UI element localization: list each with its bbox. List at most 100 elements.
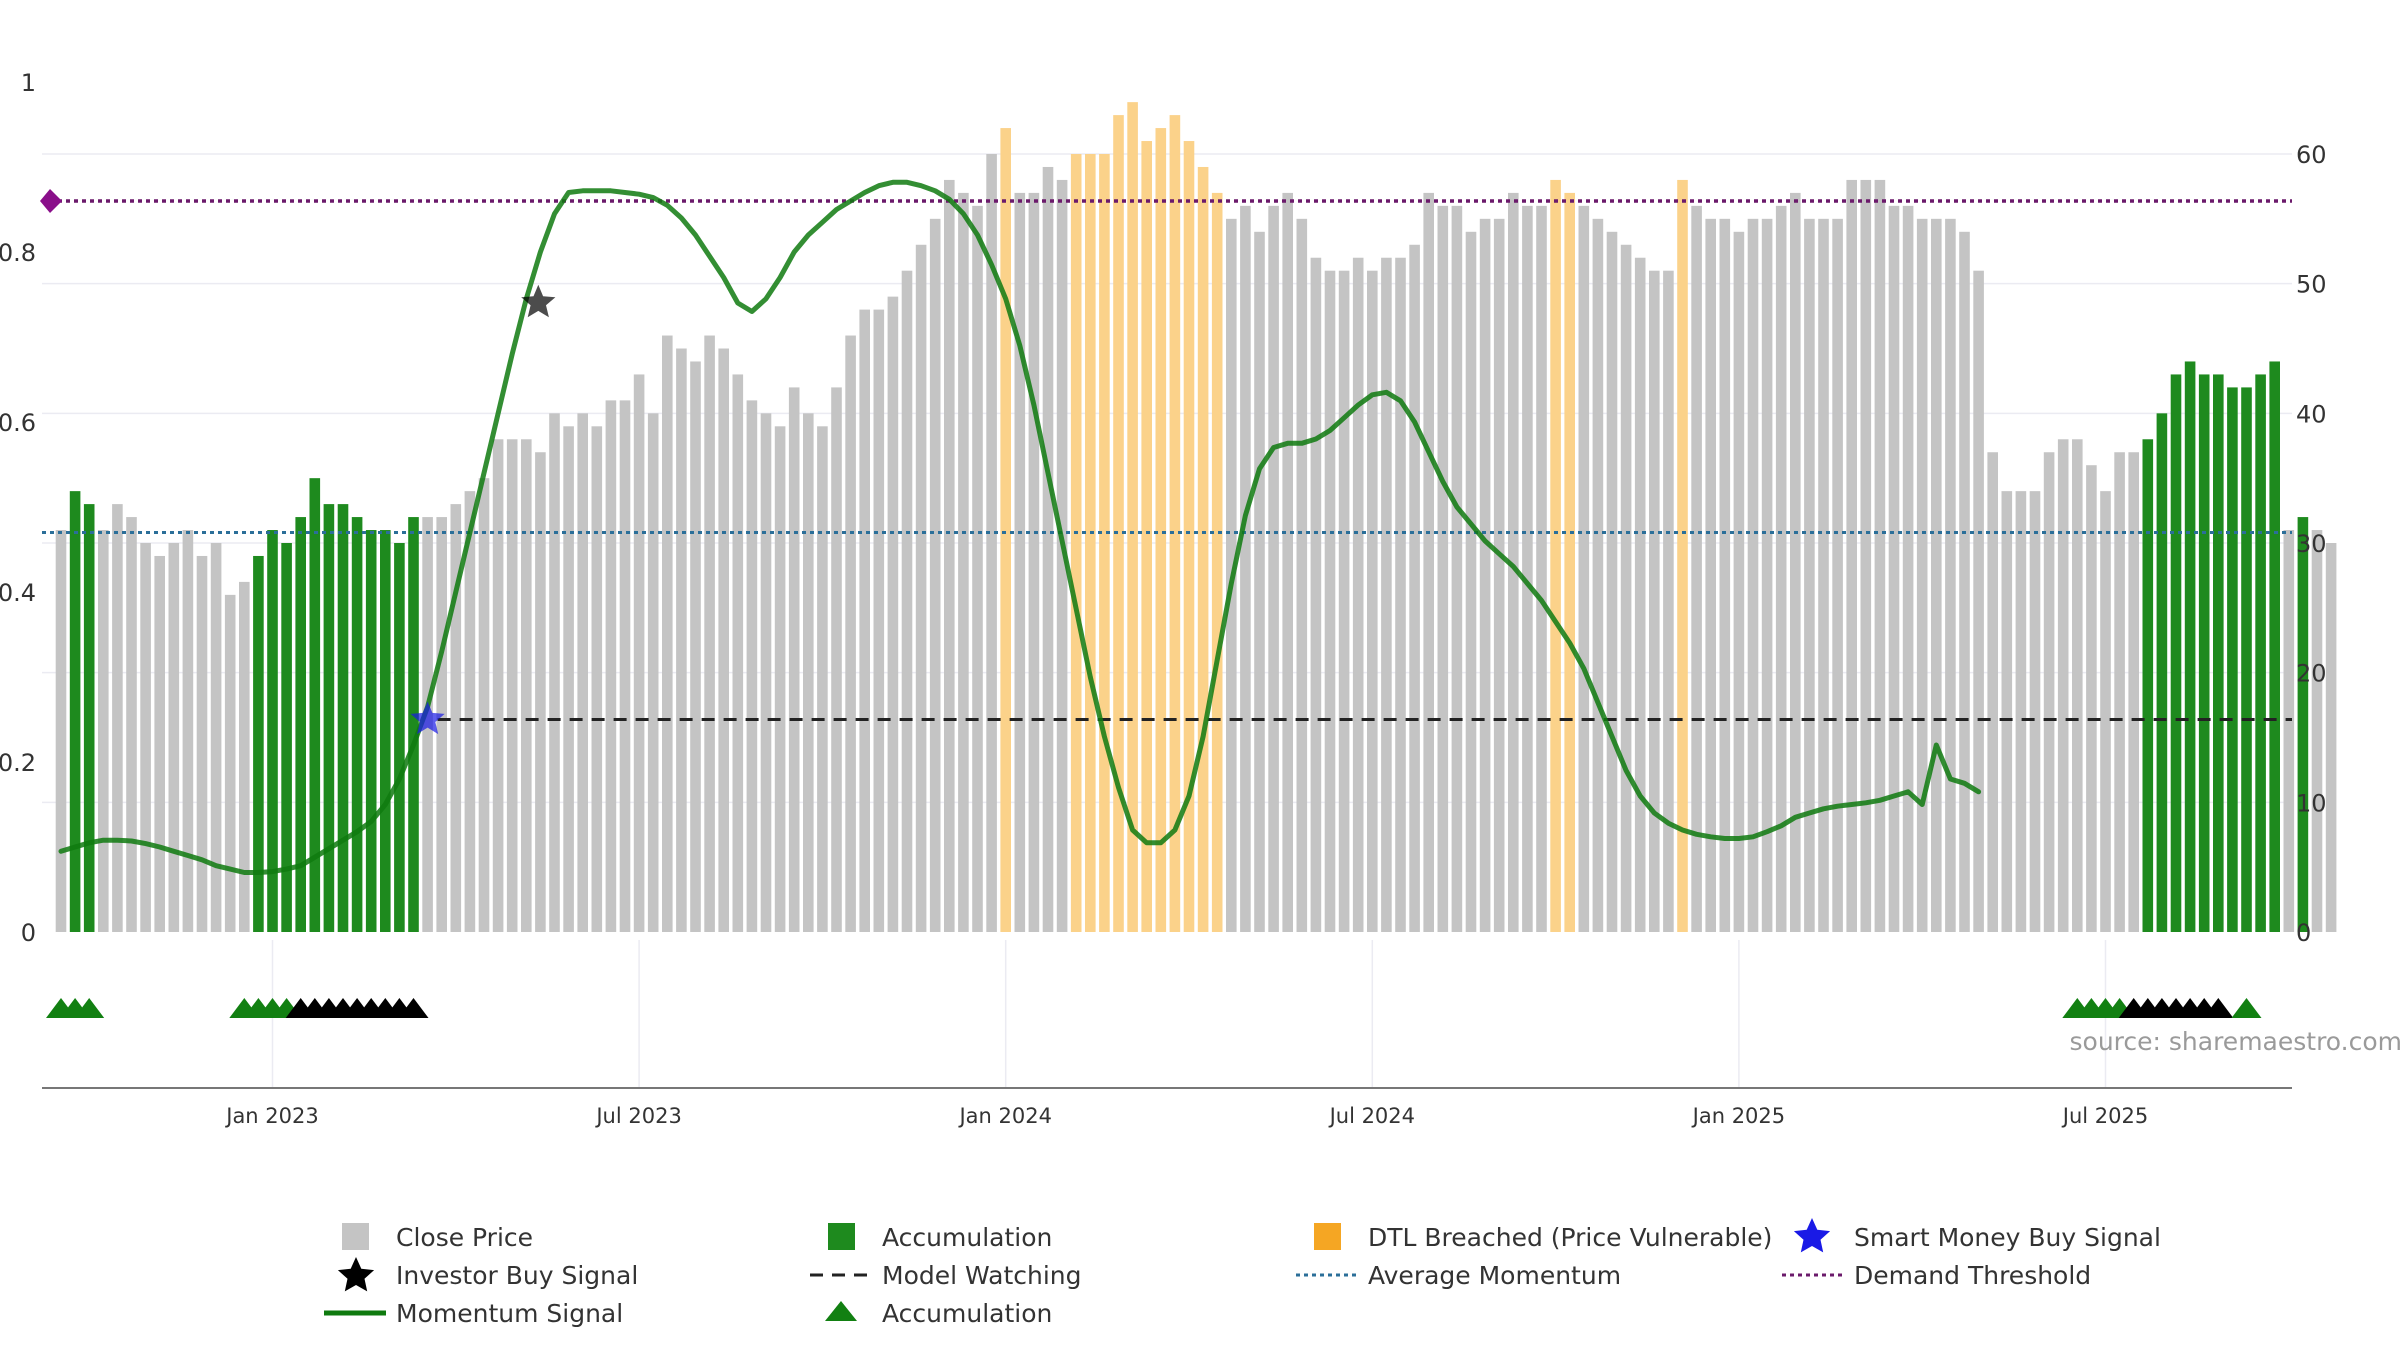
- y-left-tick-label: 0.6: [0, 409, 36, 437]
- price-bar: [1113, 115, 1124, 933]
- legend-model-watching-label: Model Watching: [882, 1261, 1082, 1290]
- price-bar: [1620, 244, 1632, 932]
- price-bar: [1465, 231, 1477, 933]
- price-bar: [817, 426, 828, 932]
- y-right-tick-label: 50: [2296, 271, 2327, 299]
- x-tick-label: Jul 2025: [2061, 1104, 2148, 1128]
- price-bar: [1423, 192, 1434, 932]
- price-bar: [831, 387, 842, 932]
- price-bar: [1000, 128, 1011, 933]
- price-bar: [647, 413, 659, 932]
- price-bar: [1649, 270, 1660, 932]
- accumulation-triangle-icon: [74, 998, 105, 1018]
- price-bar: [2015, 491, 2027, 932]
- legend-dtl-swatch: [1314, 1223, 1341, 1250]
- price-bar: [168, 543, 180, 932]
- price-bar: [2072, 439, 2083, 932]
- price-bar: [1254, 231, 1265, 933]
- price-bar: [718, 348, 729, 932]
- price-bar: [295, 517, 306, 932]
- price-bar: [337, 504, 349, 932]
- price-bar: [1056, 179, 1068, 932]
- price-bar: [1127, 102, 1138, 933]
- legend-close-price-swatch: [342, 1223, 369, 1250]
- price-bar: [1874, 179, 1886, 932]
- price-bar: [1790, 192, 1801, 932]
- close-price-bars: [55, 102, 2337, 933]
- y-right-tick-label: 30: [2296, 530, 2327, 558]
- price-bar: [1818, 218, 1829, 933]
- price-bar: [1536, 205, 1547, 932]
- price-bar: [1352, 257, 1364, 932]
- price-bar: [323, 504, 335, 932]
- price-bar: [1705, 218, 1716, 933]
- price-bar: [224, 594, 236, 932]
- price-bar: [1183, 141, 1195, 933]
- price-bar: [506, 439, 518, 932]
- price-bar: [1211, 192, 1223, 932]
- price-bar: [83, 504, 95, 932]
- y-right-tick-label: 20: [2296, 660, 2327, 688]
- price-bar: [351, 517, 363, 932]
- price-bar: [1804, 218, 1815, 933]
- price-bar: [2325, 543, 2337, 932]
- price-bar: [154, 555, 165, 932]
- price-bar: [1888, 205, 1900, 932]
- price-bar: [1550, 179, 1561, 932]
- price-bar: [126, 517, 137, 932]
- price-bar: [619, 400, 631, 932]
- x-tick-label: Jan 2024: [957, 1104, 1052, 1128]
- price-bar: [1338, 270, 1350, 932]
- price-bar: [1395, 257, 1406, 932]
- legend-accumulation-swatch: [828, 1223, 855, 1250]
- price-bar: [2184, 361, 2196, 932]
- price-bar: [1479, 218, 1491, 933]
- x-tick-label: Jul 2024: [1328, 1104, 1415, 1128]
- price-bar: [1719, 218, 1731, 933]
- price-bar: [958, 192, 969, 932]
- price-bar: [2029, 491, 2041, 932]
- legend-demand-threshold-label: Demand Threshold: [1854, 1261, 2091, 1290]
- price-bar: [239, 581, 250, 932]
- accumulation-triangle-icon: [2203, 998, 2234, 1018]
- price-bar: [746, 400, 758, 932]
- price-bar: [394, 543, 405, 932]
- price-bar: [1437, 205, 1449, 932]
- price-bar: [281, 543, 292, 932]
- price-bar: [140, 543, 151, 932]
- y-left-tick-label: 1: [21, 69, 36, 97]
- price-bar: [478, 478, 490, 932]
- price-bar: [1973, 270, 1984, 932]
- price-bar: [2043, 452, 2055, 932]
- price-bar: [1296, 218, 1308, 933]
- legend-investor-buy-label: Investor Buy Signal: [396, 1261, 638, 1290]
- smart-money-buy-signal-icon: [410, 701, 445, 735]
- price-bar: [535, 452, 546, 932]
- y-left-tick-label: 0.4: [0, 579, 36, 607]
- price-bar: [69, 491, 81, 932]
- price-bar: [1931, 218, 1942, 933]
- price-bar: [2283, 530, 2295, 932]
- y-left-tick-label: 0.8: [0, 239, 36, 267]
- legend-accumulation-triangle-icon: [825, 1301, 857, 1321]
- price-bar: [1945, 218, 1956, 933]
- price-bar: [1775, 205, 1787, 932]
- price-bar: [1761, 218, 1773, 933]
- legend-smart-money-star-icon: [1793, 1218, 1831, 1253]
- price-bar: [210, 543, 222, 932]
- source-note: source: sharemaestro.com: [2070, 1027, 2400, 1056]
- price-bar: [1916, 218, 1928, 933]
- price-bar: [1493, 218, 1505, 933]
- y-left-tick-label: 0.2: [0, 749, 36, 777]
- price-bar: [2297, 517, 2309, 932]
- price-bar: [633, 374, 645, 932]
- price-bar: [1832, 218, 1843, 933]
- price-bar: [2114, 452, 2125, 932]
- momentum-signal-line: [58, 179, 1982, 875]
- price-bar: [1564, 192, 1575, 932]
- price-bar: [915, 244, 927, 932]
- price-bar: [112, 504, 123, 932]
- price-bar: [1508, 192, 1519, 932]
